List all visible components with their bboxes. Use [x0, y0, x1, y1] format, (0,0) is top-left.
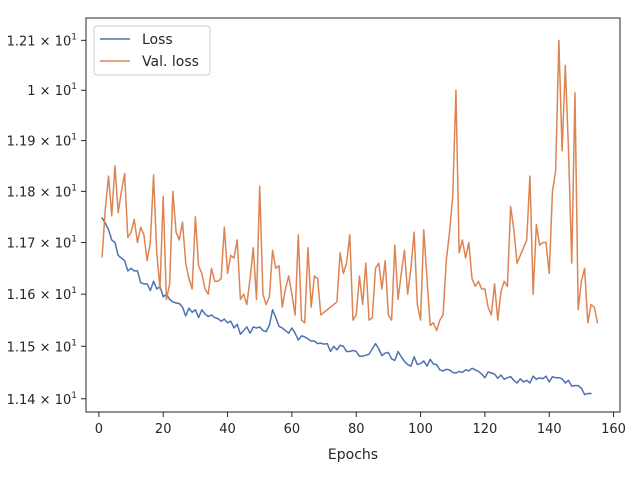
x-tick-label: 0	[95, 422, 103, 437]
series-line-loss	[101, 217, 592, 396]
y-tick-label: 1 × 101	[27, 82, 77, 99]
x-tick-label: 60	[284, 422, 301, 437]
x-tick-label: 140	[537, 422, 562, 437]
plot-background	[86, 18, 620, 412]
x-axis: 0 20 40 60 80 100 120 140 160	[95, 412, 626, 437]
legend-label-loss: Loss	[142, 32, 173, 48]
series-layer	[101, 39, 599, 396]
series-line-val-loss	[101, 39, 599, 332]
legend: Loss Val. loss	[93, 25, 211, 76]
y-axis: 1.14 × 101 1.15 × 101 1.16 × 101 1.17 × 101…	[7, 32, 86, 408]
x-tick-label: 20	[155, 422, 172, 437]
y-tick-label: 1.14 × 101	[7, 391, 77, 408]
y-tick-label: 1.16 × 101	[7, 286, 77, 303]
y-tick-label: 1.15 × 101	[7, 338, 77, 355]
x-tick-label: 160	[601, 422, 626, 437]
y-tick-label: 1.18 × 101	[7, 183, 77, 200]
y-tick-label: 1.17 × 101	[7, 235, 77, 252]
x-tick-label: 80	[348, 422, 365, 437]
x-axis-title: Epochs	[328, 447, 378, 463]
y-tick-label: 1.21 × 101	[7, 32, 77, 49]
plot-frame	[85, 17, 621, 413]
x-tick-label: 40	[219, 422, 236, 437]
legend-label-val-loss: Val. loss	[142, 54, 199, 70]
x-tick-label: 100	[408, 422, 433, 437]
x-tick-label: 120	[472, 422, 497, 437]
y-tick-label: 1.19 × 101	[7, 133, 77, 150]
